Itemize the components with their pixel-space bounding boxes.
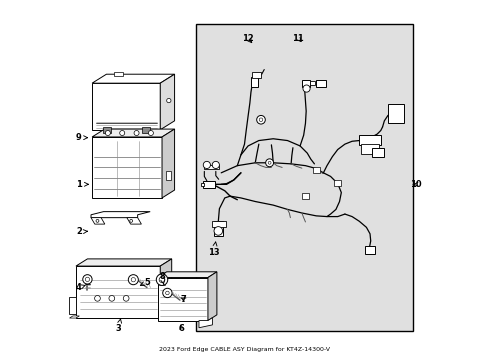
- Bar: [315, 80, 325, 87]
- Polygon shape: [162, 129, 174, 198]
- Text: 4: 4: [76, 283, 85, 292]
- Circle shape: [265, 159, 273, 167]
- Bar: [204, 165, 218, 169]
- Text: 5: 5: [140, 278, 150, 287]
- Bar: [360, 144, 378, 154]
- Polygon shape: [76, 259, 171, 266]
- Circle shape: [123, 296, 129, 301]
- Polygon shape: [92, 129, 174, 137]
- Bar: [309, 81, 314, 85]
- Bar: [359, 135, 380, 145]
- Circle shape: [82, 275, 92, 284]
- Polygon shape: [91, 218, 104, 224]
- Text: 2023 Ford Edge CABLE ASY Diagram for KT4Z-14300-V: 2023 Ford Edge CABLE ASY Diagram for KT4…: [159, 347, 329, 352]
- Bar: [333, 180, 341, 186]
- Bar: [371, 148, 384, 157]
- Bar: [364, 246, 374, 253]
- Text: 6: 6: [179, 324, 184, 333]
- Circle shape: [148, 131, 153, 135]
- Circle shape: [203, 161, 210, 168]
- Bar: [250, 77, 258, 87]
- Circle shape: [214, 226, 222, 235]
- Bar: [203, 181, 214, 188]
- Polygon shape: [160, 297, 166, 315]
- Bar: [214, 221, 223, 235]
- Bar: [387, 104, 403, 123]
- Circle shape: [105, 131, 110, 135]
- Bar: [301, 80, 309, 87]
- Circle shape: [128, 275, 138, 285]
- Text: 8: 8: [159, 272, 164, 284]
- Circle shape: [129, 220, 132, 222]
- Circle shape: [94, 296, 100, 301]
- Circle shape: [131, 278, 135, 282]
- Circle shape: [120, 131, 124, 135]
- Text: 10: 10: [409, 180, 421, 189]
- Polygon shape: [158, 272, 217, 278]
- Circle shape: [212, 161, 219, 168]
- Polygon shape: [158, 278, 207, 320]
- Polygon shape: [92, 83, 160, 130]
- Polygon shape: [76, 266, 160, 318]
- Bar: [142, 127, 150, 133]
- Polygon shape: [207, 272, 217, 320]
- Circle shape: [159, 277, 164, 283]
- Circle shape: [109, 296, 115, 301]
- Circle shape: [256, 116, 265, 124]
- Bar: [252, 72, 261, 78]
- Circle shape: [267, 161, 270, 164]
- Polygon shape: [126, 218, 141, 224]
- Circle shape: [165, 291, 169, 295]
- Bar: [103, 127, 111, 133]
- Polygon shape: [92, 137, 162, 198]
- Text: 2: 2: [76, 228, 87, 237]
- Text: 12: 12: [242, 34, 253, 43]
- Bar: [201, 183, 204, 186]
- Polygon shape: [160, 259, 171, 318]
- Polygon shape: [92, 74, 174, 83]
- Circle shape: [163, 288, 172, 298]
- Text: 1: 1: [76, 180, 88, 189]
- Circle shape: [259, 118, 262, 122]
- Polygon shape: [160, 74, 174, 130]
- Text: 7: 7: [180, 294, 186, 303]
- Circle shape: [85, 277, 89, 282]
- Polygon shape: [69, 316, 79, 318]
- Circle shape: [303, 85, 309, 92]
- Bar: [301, 193, 308, 199]
- Bar: [113, 72, 122, 76]
- Text: 3: 3: [115, 319, 122, 333]
- Bar: [196, 24, 412, 330]
- Polygon shape: [199, 318, 212, 328]
- Text: 11: 11: [292, 34, 304, 43]
- Circle shape: [134, 131, 139, 135]
- Circle shape: [156, 274, 167, 285]
- Circle shape: [166, 98, 171, 103]
- Text: 9: 9: [76, 133, 87, 142]
- Bar: [165, 171, 171, 180]
- Polygon shape: [91, 212, 150, 218]
- Polygon shape: [69, 297, 76, 315]
- Bar: [312, 167, 319, 173]
- Text: 13: 13: [208, 242, 220, 257]
- Bar: [211, 221, 225, 227]
- Circle shape: [96, 220, 99, 222]
